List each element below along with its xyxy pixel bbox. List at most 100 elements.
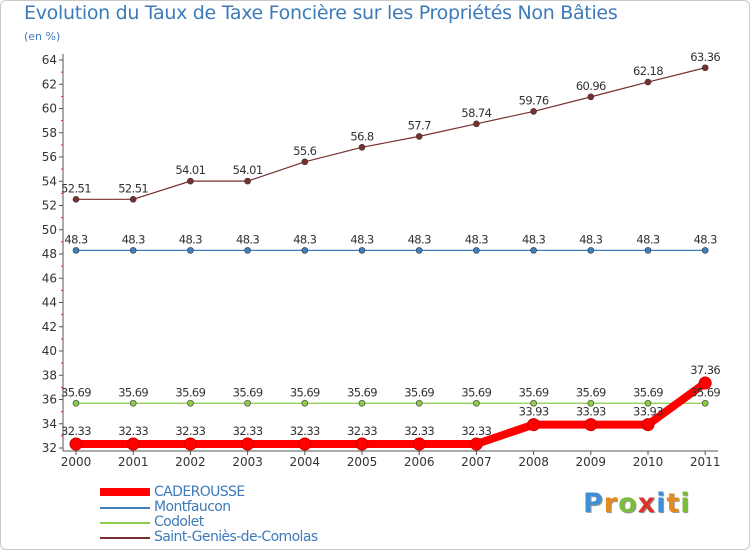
data-label: 56.8: [350, 129, 373, 143]
series-line-caderousse: [72, 379, 710, 448]
data-point: [473, 120, 480, 128]
y-tick-label: 34: [42, 417, 57, 431]
data-label: 59.76: [519, 93, 549, 107]
data-label: 35.69: [118, 385, 148, 399]
legend-swatch-saint-genies: [100, 537, 150, 539]
chart-axes: 32 34 36 38 40 42 44 46 48 50 52 54 56 58 60 62 64 2000 20…: [42, 53, 721, 469]
data-label: 35.69: [404, 385, 434, 399]
x-tick-label: 2001: [118, 455, 149, 469]
legend-item-caderousse: CADEROUSSE: [100, 484, 400, 500]
data-label: 48.3: [465, 232, 488, 246]
y-tick-label: 62: [42, 77, 57, 91]
data-point: [358, 247, 366, 254]
data-point: [69, 437, 83, 451]
data-point: [644, 78, 652, 86]
data-point: [129, 247, 137, 254]
legend-swatch-montfaucon: [100, 507, 150, 509]
series-line-saint-geni-s-de-comolas: [75, 67, 706, 200]
y-tick-label: 54: [42, 174, 57, 188]
data-label: 35.69: [290, 385, 320, 399]
data-label: 35.69: [347, 385, 377, 399]
data-label: 48.3: [350, 232, 373, 246]
data-point: [187, 177, 194, 185]
chart-legend: CADEROUSSE Montfaucon Codolet Saint-Geni…: [100, 484, 400, 545]
data-label: 48.3: [579, 232, 602, 246]
data-label: 48.3: [179, 232, 202, 246]
y-tick-label: 64: [42, 53, 57, 67]
data-point: [473, 247, 480, 254]
data-label: 32.33: [175, 424, 205, 438]
x-tick-label: 2010: [633, 455, 664, 469]
y-tick-label: 40: [42, 344, 57, 358]
data-point: [187, 399, 194, 407]
x-tick-label: 2005: [347, 455, 378, 469]
data-label: 48.3: [236, 232, 259, 246]
data-point: [469, 437, 483, 451]
x-tick-label: 2002: [175, 455, 206, 469]
proxiti-logo: Proxiti: [583, 488, 691, 519]
data-label: 54.01: [175, 163, 205, 177]
data-point: [298, 437, 312, 451]
y-tick-label: 44: [42, 296, 57, 310]
data-point: [698, 376, 712, 390]
data-label: 35.69: [175, 385, 205, 399]
data-point: [241, 437, 255, 451]
data-point: [415, 399, 423, 407]
data-point: [644, 247, 652, 254]
legend-label-montfaucon: Montfaucon: [154, 499, 231, 515]
chart-data-labels: 32.33 32.33 32.33 32.33 32.33 32.33 32.33 32.33…: [61, 50, 721, 438]
logo-letter: t: [666, 488, 681, 519]
chart-series: [72, 67, 710, 448]
data-label: 48.3: [694, 232, 717, 246]
y-tick-label: 36: [42, 393, 57, 407]
x-tick-label: 2003: [232, 455, 263, 469]
data-point: [301, 247, 309, 254]
logo-letter: i: [680, 488, 691, 519]
data-point: [358, 399, 366, 407]
y-tick-label: 42: [42, 320, 57, 334]
y-tick-label: 56: [42, 150, 57, 164]
legend-item-codolet: Codolet: [100, 514, 400, 530]
data-label: 33.93: [519, 405, 549, 419]
legend-label-saint-genies: Saint-Geniès-de-Comolas: [154, 529, 318, 545]
data-point: [126, 437, 140, 451]
y-axis-unit: (en %): [24, 30, 61, 43]
data-point: [301, 158, 309, 166]
data-point: [244, 247, 251, 254]
data-point: [129, 196, 137, 203]
x-tick-label: 2004: [290, 455, 321, 469]
x-tick-label: 2006: [404, 455, 435, 469]
y-tick-label: 60: [42, 102, 57, 116]
data-label: 48.3: [522, 232, 545, 246]
data-label: 52.51: [118, 181, 148, 195]
y-tick-label: 58: [42, 126, 57, 140]
data-point: [187, 247, 194, 254]
logo-letter: i: [656, 488, 667, 519]
data-label: 32.33: [347, 424, 377, 438]
y-tick-label: 38: [42, 368, 57, 382]
data-label: 33.93: [576, 405, 606, 419]
data-label: 35.69: [633, 385, 663, 399]
data-label: 32.33: [118, 424, 148, 438]
data-point: [641, 418, 655, 432]
x-tick-label: 2011: [690, 455, 721, 469]
data-point: [415, 133, 423, 140]
y-tick-label: 50: [42, 223, 57, 237]
y-tick-label: 48: [42, 247, 57, 261]
data-label: 62.18: [633, 64, 663, 78]
data-label: 35.69: [576, 385, 606, 399]
data-label: 37.36: [690, 363, 720, 377]
data-point: [129, 399, 137, 407]
data-point: [415, 247, 423, 254]
data-point: [183, 437, 197, 451]
data-point: [72, 247, 80, 254]
data-label: 35.69: [690, 385, 720, 399]
data-label: 48.3: [293, 232, 316, 246]
data-point: [244, 177, 251, 185]
logo-letter: P: [583, 488, 604, 519]
legend-label-codolet: Codolet: [154, 514, 204, 530]
data-point: [587, 399, 595, 407]
data-point: [473, 399, 480, 407]
